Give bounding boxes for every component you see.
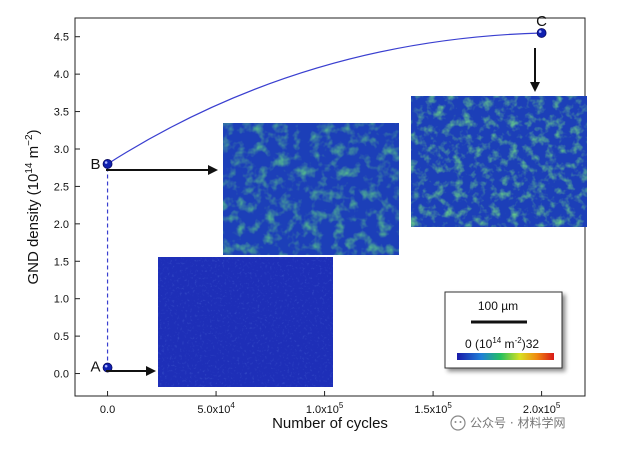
y-tick-label-1: 0.5 bbox=[54, 331, 69, 343]
y-tick-label-0: 0.0 bbox=[54, 369, 69, 381]
x-tick-label-1: 5.0x104 bbox=[197, 401, 235, 416]
data-point-highlight-a bbox=[104, 364, 108, 368]
data-point-highlight-b bbox=[104, 161, 108, 164]
series-gnd-density: A B C bbox=[91, 13, 548, 376]
x-tick-label-4: 2.0x105 bbox=[523, 401, 561, 416]
ebsd-map-b bbox=[223, 123, 399, 255]
y-tick-label-3: 1.5 bbox=[54, 256, 69, 268]
watermark: 公众号 · 材料学网 bbox=[450, 415, 565, 431]
ebsd-map-a bbox=[158, 257, 333, 387]
y-tick-label-4: 2.0 bbox=[54, 219, 69, 231]
y-tick-label-8: 4.0 bbox=[54, 69, 69, 81]
point-label-a: A bbox=[91, 359, 101, 376]
data-point-b bbox=[102, 159, 113, 169]
arrow-a-head bbox=[146, 366, 156, 376]
x-tick-label-0: 0.0 bbox=[100, 404, 115, 416]
x-tick-label-2: 1.0x105 bbox=[306, 401, 344, 416]
y-axis-title: GND density (1014 m−2) bbox=[24, 129, 42, 284]
colorbar-range-label: 0 (1014 m-2)32 bbox=[465, 336, 539, 351]
x-tick-label-3: 1.5x105 bbox=[414, 401, 452, 416]
colorbar bbox=[457, 353, 554, 360]
y-tick-label-9: 4.5 bbox=[54, 32, 69, 44]
x-axis-title: Number of cycles bbox=[272, 415, 388, 432]
ebsd-map-c bbox=[411, 96, 587, 227]
arrow-c-head bbox=[530, 82, 540, 92]
series-curve bbox=[107, 32, 542, 165]
watermark-text: 公众号 · 材料学网 bbox=[470, 415, 565, 430]
y-tick-label-5: 2.5 bbox=[54, 181, 69, 193]
arrows bbox=[106, 48, 540, 376]
point-label-c: C bbox=[536, 13, 547, 30]
arrow-b-head bbox=[208, 165, 218, 175]
point-label-b: B bbox=[91, 156, 101, 173]
scale-bar-label: 100 µm bbox=[478, 299, 518, 313]
data-point-highlight-c bbox=[538, 30, 542, 33]
axes: 0.0 0.5 1.0 1.5 2.0 2.5 3.0 3.5 4.0 4.5 0.0 5.0x104… bbox=[54, 32, 561, 416]
y-tick-label-6: 3.0 bbox=[54, 144, 69, 156]
y-tick-label-7: 3.5 bbox=[54, 107, 69, 119]
scale-legend: 100 µm 0 (1014 m-2)32 bbox=[444, 291, 563, 369]
y-tick-label-2: 1.0 bbox=[54, 294, 69, 306]
